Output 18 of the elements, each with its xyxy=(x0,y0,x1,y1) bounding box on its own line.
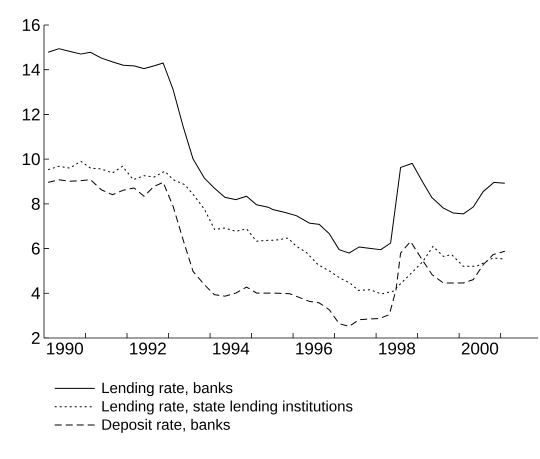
y-tick-label: 2 xyxy=(32,332,40,344)
y-tick-label: 14 xyxy=(22,64,40,76)
line-series xyxy=(48,48,506,254)
y-tick-label: 4 xyxy=(31,287,40,300)
x-tick-label: 1990 xyxy=(47,342,83,355)
y-tick-label: 16 xyxy=(22,18,40,32)
x-tick-label: 1994 xyxy=(213,342,250,355)
legend-label: Lending rate, banks xyxy=(102,382,232,396)
x-tick-label: 1996 xyxy=(296,342,332,355)
x-tick-label: 1992 xyxy=(130,342,166,355)
legend-label: Deposit rate, banks xyxy=(102,418,230,433)
y-tick-label: 6 xyxy=(32,242,40,255)
y-tick-label: 8 xyxy=(32,198,40,210)
y-tick-label: 12 xyxy=(22,108,40,120)
x-tick-label: 1998 xyxy=(379,342,416,355)
x-tick-label: 2000 xyxy=(462,342,498,355)
legend-label: Lending rate, state lending institutions xyxy=(102,400,352,415)
y-tick-label: 10 xyxy=(22,153,40,166)
